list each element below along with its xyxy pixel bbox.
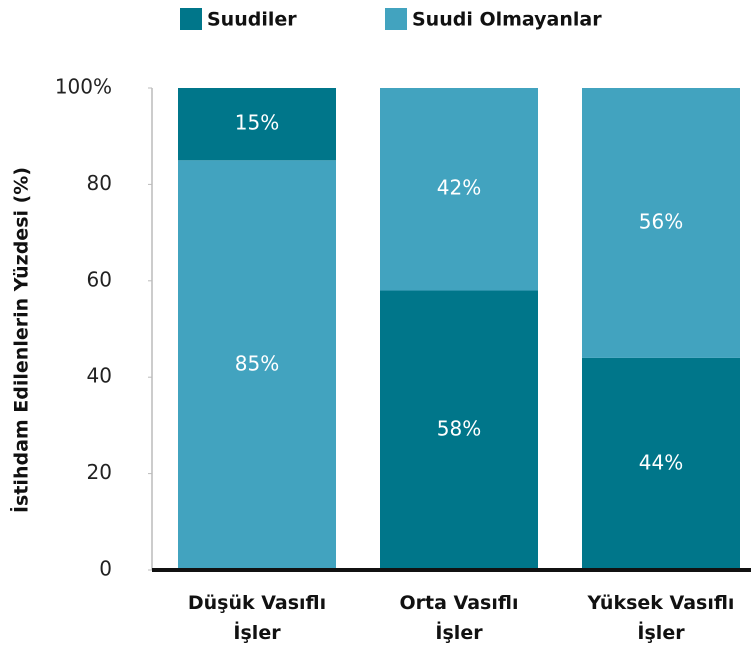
legend-swatch [385, 8, 407, 30]
legend-label: Suudiler [207, 9, 297, 31]
data-label: 15% [235, 111, 279, 135]
x-tick-label: Yüksek Vasıflı İşler [587, 592, 735, 644]
bar-segment [380, 290, 538, 570]
data-label: 56% [639, 209, 683, 233]
bar-segment [380, 88, 538, 291]
bar-segment [178, 160, 336, 571]
bar-segment [582, 357, 740, 570]
y-tick-label: 80 [87, 171, 112, 195]
legend-label: Suudi Olmayanlar [412, 9, 602, 31]
y-axis-label: İstihdam Edilenlerin Yüzdesi (%) [9, 167, 33, 513]
data-label: 85% [235, 352, 279, 376]
y-tick-label: 100% [55, 75, 112, 99]
bar-segment [582, 88, 740, 358]
data-label: 44% [639, 450, 683, 474]
data-label: 58% [437, 417, 481, 441]
data-label: 42% [437, 176, 481, 200]
x-tick-label: Orta Vasıflı İşler [399, 592, 519, 644]
legend-swatch [180, 8, 202, 30]
y-tick-label: 40 [87, 364, 112, 388]
bar-segment [178, 88, 336, 161]
y-tick-label: 20 [87, 460, 112, 484]
y-tick-label: 60 [87, 267, 112, 291]
y-tick-label: 0 [99, 557, 112, 581]
x-tick-label: Düşük Vasıflı İşler [187, 592, 327, 644]
